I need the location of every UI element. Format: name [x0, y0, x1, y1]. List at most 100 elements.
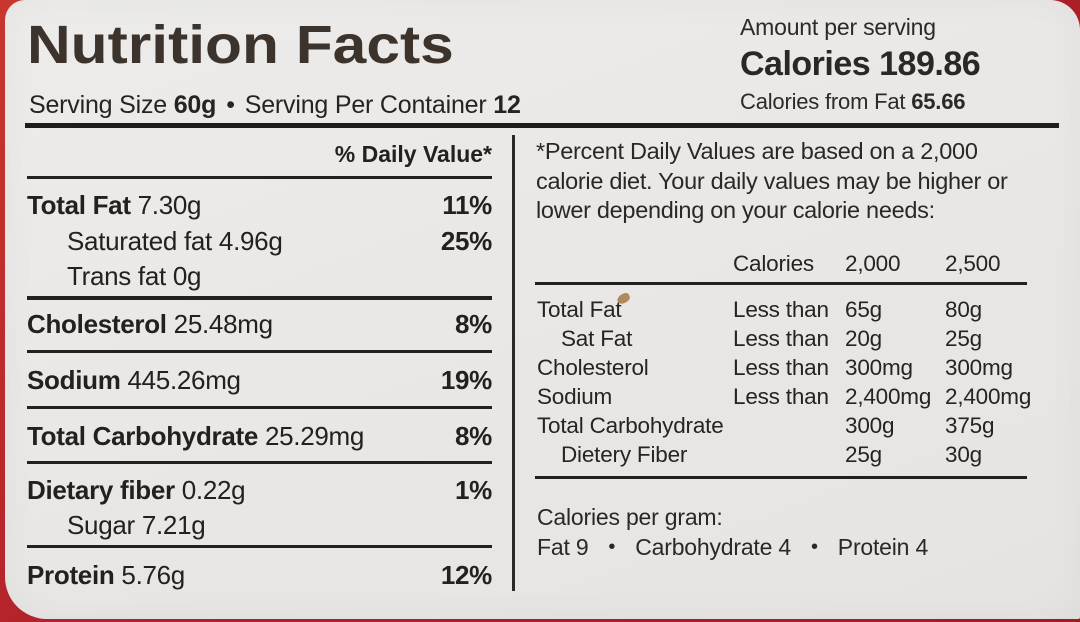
calories-per-gram-values: Fat 9 • Carbohydrate 4 • Protein 4: [537, 534, 928, 561]
nutrient-row-saturated-fat: Saturated fat 4.96g 25%: [27, 226, 492, 257]
nutrient-row-protein: Protein 5.76g 12%: [27, 560, 492, 591]
nutrient-name: Protein: [27, 560, 115, 590]
ref-name: Sat Fat: [561, 326, 633, 351]
cpg-carbohydrate: Carbohydrate 4: [635, 534, 791, 560]
nutrient-row-total-fat: Total Fat 7.30g 11%: [27, 190, 492, 221]
nutrient-dv: 19%: [440, 365, 492, 395]
reference-table: Total Fat Less than 65g 80g Sat Fat Less…: [537, 297, 1037, 471]
bullet-separator: •: [810, 536, 818, 558]
ref-2500: 375g: [945, 413, 995, 438]
ref-qualifier: Less than: [733, 384, 829, 409]
nutrient-dv: 1%: [455, 475, 492, 505]
daily-value-header: % Daily Value*: [334, 141, 492, 167]
nutrient-amount: 7.30g: [137, 190, 202, 220]
nutrient-amount: 0.22g: [181, 475, 246, 505]
header-spacer: [537, 251, 733, 277]
ref-2000: 25g: [845, 442, 882, 467]
nutrient-name: Cholesterol: [27, 309, 167, 339]
ref-name: Dietery Fiber: [561, 442, 688, 467]
calories-from-fat-line: Calories from Fat 65.66: [740, 89, 1070, 115]
nutrient-amount: 445.26mg: [127, 365, 241, 395]
ref-name: Total Carbohydrate: [537, 413, 724, 438]
label-title: Nutrition Facts: [27, 15, 454, 75]
nutrient-name: Sodium: [27, 365, 121, 395]
nutrient-row-sodium: Sodium 445.26mg 19%: [27, 365, 492, 396]
divider: [27, 461, 492, 464]
divider: [27, 176, 492, 179]
bullet-separator: •: [608, 536, 616, 558]
ref-name: Cholesterol: [537, 355, 649, 380]
nutrient-name: Total Fat: [27, 190, 131, 220]
nutrient-name: Saturated fat: [67, 226, 212, 256]
nutrition-facts-label: Nutrition Facts Serving Size 60g • Serving…: [5, 0, 1080, 619]
daily-values-footnote: *Percent Daily Values are based on a 2,0…: [536, 138, 1008, 223]
header-calories: Calories: [733, 251, 814, 276]
divider: [27, 350, 492, 353]
nutrient-row-sugar: Sugar 7.21g: [27, 510, 492, 541]
nutrient-row-total-carbohydrate: Total Carbohydrate 25.29mg 8%: [27, 421, 492, 452]
ref-name: Sodium: [537, 384, 613, 409]
ref-name: Total Fat: [537, 297, 622, 322]
calories-summary: Amount per serving Calories 189.86 Calor…: [740, 14, 1070, 115]
ref-qualifier: Less than: [733, 355, 829, 380]
serving-size-label: Serving Size: [29, 91, 167, 119]
nutrient-amount: 4.96g: [218, 226, 283, 256]
nutrient-name: Trans fat: [67, 261, 166, 291]
nutrient-name: Sugar: [67, 510, 135, 540]
nutrient-amount: 5.76g: [121, 560, 185, 590]
header-2000: 2,000: [845, 251, 901, 276]
nutrient-dv: 11%: [442, 190, 492, 220]
column-divider: [512, 135, 515, 591]
ref-qualifier: Less than: [733, 326, 829, 351]
nutrient-dv: 12%: [440, 560, 492, 590]
serving-size-value: 60g: [173, 91, 217, 119]
nutrient-name: Total Carbohydrate: [27, 421, 259, 451]
calories-from-fat-value: 65.66: [911, 89, 966, 114]
calories-line: Calories 189.86: [740, 45, 1070, 84]
serving-per-container-value: 12: [493, 91, 521, 119]
ref-2000: 300g: [845, 413, 895, 438]
bullet-separator: •: [226, 91, 235, 119]
ref-2500: 25g: [945, 326, 982, 351]
divider: [27, 545, 492, 548]
ref-2500: 300mg: [945, 355, 1013, 380]
divider: [27, 296, 492, 300]
serving-per-container-label: Serving Per Container: [244, 91, 487, 119]
nutrient-dv: 8%: [455, 309, 492, 339]
divider: [535, 282, 1027, 285]
ref-2000: 65g: [845, 297, 882, 322]
header-2500: 2,500: [945, 251, 1001, 276]
nutrient-row-dietary-fiber: Dietary fiber 0.22g 1%: [27, 475, 492, 506]
divider: [535, 476, 1027, 479]
nutrient-amount: 25.48mg: [173, 309, 273, 339]
calories-from-fat-label: Calories from Fat: [740, 89, 906, 114]
ref-qualifier: [733, 413, 845, 442]
header-divider: [25, 123, 1059, 128]
ref-qualifier: [733, 442, 845, 471]
amount-per-serving-label: Amount per serving: [740, 14, 936, 40]
nutrient-amount: 7.21g: [141, 510, 206, 540]
nutrient-amount: 0g: [172, 261, 202, 291]
nutrient-dv: 25%: [440, 226, 492, 256]
ref-2000: 300mg: [845, 355, 913, 380]
calories-per-gram-label: Calories per gram:: [537, 504, 723, 530]
nutrient-row-cholesterol: Cholesterol 25.48mg 8%: [27, 309, 492, 340]
cpg-fat: Fat 9: [537, 534, 589, 560]
ref-2000: 20g: [845, 326, 882, 351]
ref-2500: 80g: [945, 297, 982, 322]
nutrient-row-trans-fat: Trans fat 0g: [27, 261, 492, 292]
ref-2500: 2,400mg: [945, 384, 1032, 409]
calories-value: 189.86: [879, 45, 981, 83]
serving-info: Serving Size 60g • Serving Per Container 1…: [29, 91, 521, 120]
nutrient-dv: 8%: [455, 421, 492, 451]
divider: [27, 406, 492, 409]
ref-2000: 2,400mg: [845, 384, 932, 409]
reference-table-header: Calories 2,000 2,500: [537, 251, 1037, 277]
ref-2500: 30g: [945, 442, 982, 467]
calories-label: Calories: [740, 45, 871, 83]
cpg-protein: Protein 4: [837, 534, 929, 560]
ref-qualifier: Less than: [733, 297, 829, 322]
nutrient-amount: 25.29mg: [264, 421, 365, 451]
nutrient-name: Dietary fiber: [27, 475, 175, 505]
